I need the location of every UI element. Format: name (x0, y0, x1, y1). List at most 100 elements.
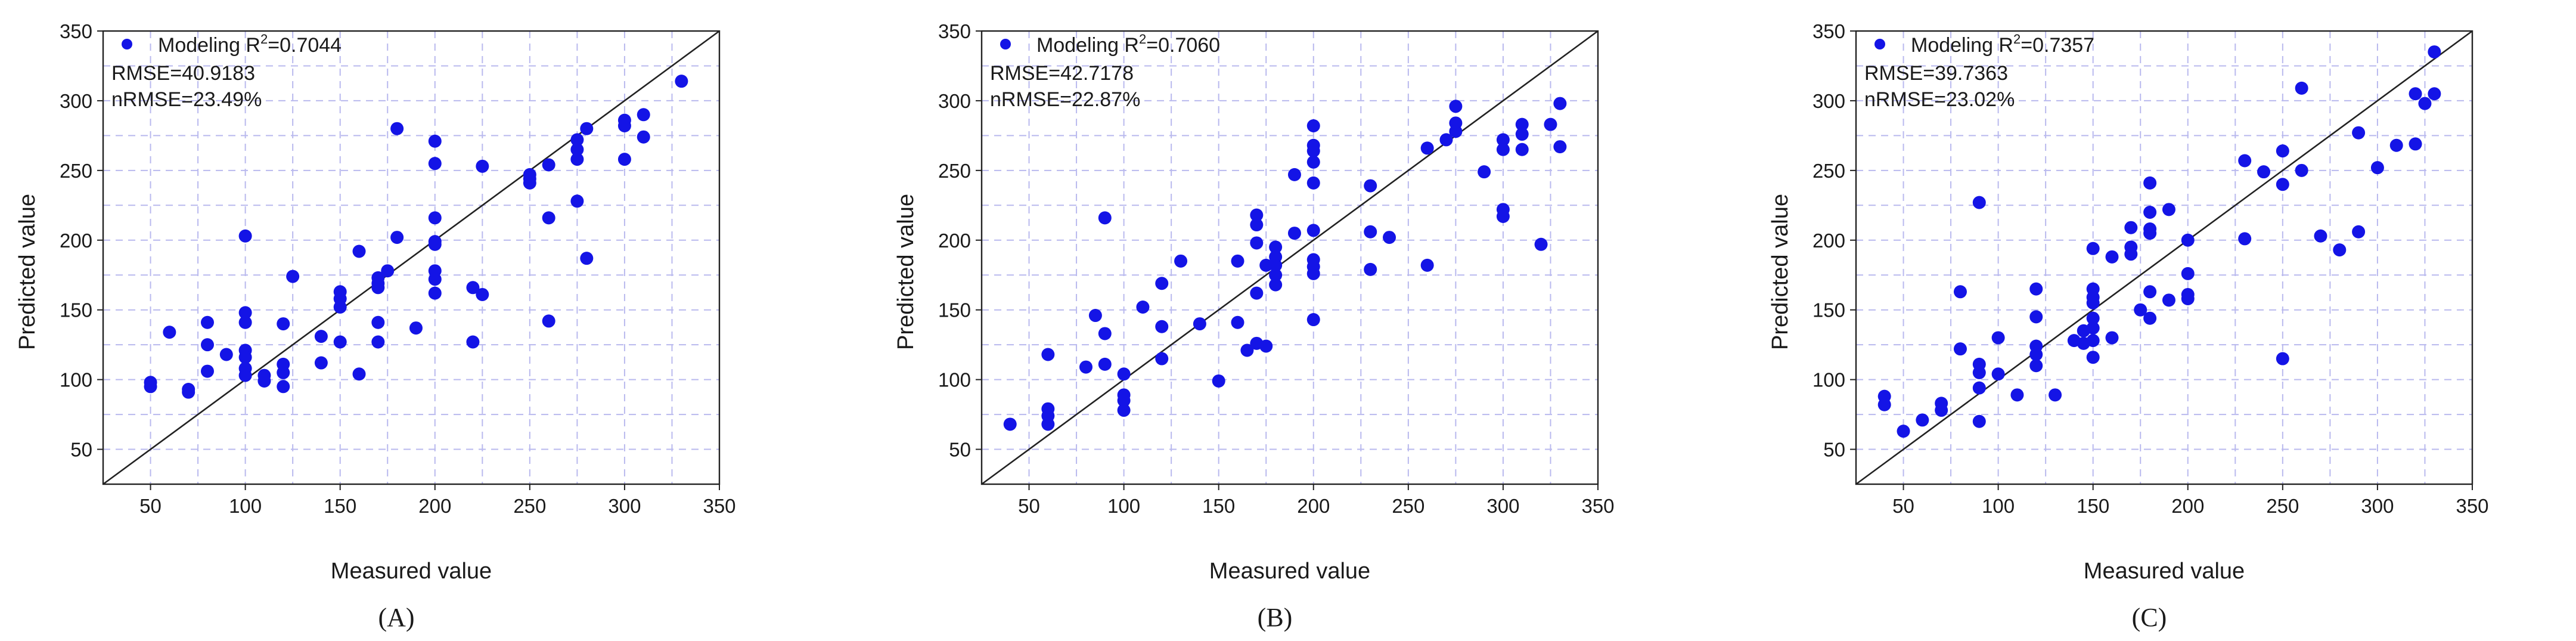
data-point (1231, 315, 1244, 329)
legend-label: Modeling R2=0.7357 (1911, 32, 2094, 57)
data-point (1306, 313, 1320, 327)
data-point (238, 351, 252, 364)
data-point (352, 244, 366, 258)
data-point (2086, 241, 2100, 255)
data-point (1287, 227, 1301, 240)
data-point (1155, 352, 1169, 366)
legend-r2-value: =0.7044 (268, 34, 342, 57)
y-tick-label: 50 (949, 439, 971, 461)
y-tick-label: 300 (938, 90, 971, 112)
data-points (1877, 45, 2441, 438)
x-tick-label: 200 (2171, 495, 2204, 517)
legend-label-text: Modeling R (158, 34, 260, 57)
data-point (1383, 231, 1396, 244)
data-point (371, 271, 385, 284)
data-point (314, 330, 328, 343)
data-point (2105, 250, 2119, 264)
x-tick-label: 100 (1107, 495, 1140, 517)
x-axis-label: Measured value (1209, 559, 1370, 584)
plot-frame (980, 30, 1599, 485)
y-tick-label: 350 (1812, 20, 1845, 42)
data-point (2010, 388, 2024, 402)
data-point (2257, 165, 2271, 179)
data-point (476, 159, 489, 173)
y-tick-label: 250 (1812, 160, 1845, 182)
data-point (1877, 398, 1891, 411)
legend-label: Modeling R2=0.7060 (1036, 32, 1220, 57)
data-point (428, 272, 442, 286)
data-point (1250, 286, 1264, 300)
data-point (238, 315, 252, 329)
data-point (1250, 236, 1264, 250)
data-point (2162, 293, 2175, 307)
data-point (277, 357, 290, 371)
data-point (2143, 206, 2157, 219)
data-point (2276, 352, 2289, 366)
scatter-panel-c: 50 100 150 200 250 300 350 50 100 150 200 250 300 350… (1768, 20, 2489, 632)
data-point (371, 315, 385, 329)
legend-label-text: Modeling R (1036, 34, 1139, 57)
data-point (2370, 161, 2384, 175)
axis-ticks: 50 100 150 200 250 300 350 50 100 150 200 250 300 350 (1812, 20, 2489, 517)
data-point (1449, 125, 1463, 138)
data-point (1544, 117, 1557, 131)
data-point (2389, 138, 2403, 152)
data-point (476, 287, 489, 301)
y-tick-label: 150 (1812, 299, 1845, 321)
data-point (2352, 225, 2366, 239)
data-point (1306, 119, 1320, 133)
data-point (1306, 144, 1320, 158)
data-point (238, 306, 252, 320)
data-point (1420, 258, 1434, 272)
nrmse-text: nRMSE=23.02% (1864, 88, 2015, 111)
x-tick-label: 100 (229, 495, 262, 517)
y-tick-label: 50 (1823, 439, 1845, 461)
data-point (570, 153, 584, 166)
data-point (1098, 357, 1112, 371)
data-point (1117, 394, 1131, 407)
data-point (1439, 133, 1453, 147)
data-point (1991, 331, 2005, 345)
data-point (523, 176, 536, 190)
data-point (1515, 143, 1529, 156)
data-point (381, 264, 395, 278)
data-point (200, 315, 214, 329)
data-point (2295, 163, 2308, 177)
legend-label: Modeling R2=0.7044 (158, 32, 342, 57)
y-tick-label: 300 (60, 90, 92, 112)
data-point (2276, 178, 2289, 191)
data-point (163, 326, 176, 339)
x-tick-label: 50 (1018, 495, 1040, 517)
panel-caption: (B) (1258, 603, 1293, 632)
data-point (428, 211, 442, 225)
data-point (1534, 237, 1548, 251)
x-tick-label: 200 (418, 495, 451, 517)
data-point (2086, 334, 2100, 348)
one-to-one-line (1855, 30, 2473, 485)
y-tick-label: 200 (938, 230, 971, 252)
data-point (542, 158, 555, 172)
legend-r2-value: =0.7357 (2021, 34, 2094, 57)
one-to-one-line (103, 30, 720, 485)
scatter-panel-a: 50 100 150 200 250 300 350 50 100 150 200 250 300 350… (15, 20, 736, 632)
legend: Modeling R2=0.7060 RMSE=42.7178 nRMSE=22… (990, 32, 1220, 111)
plot-frame (102, 30, 721, 485)
x-tick-label: 150 (324, 495, 356, 517)
data-point (428, 134, 442, 148)
grid-lines (1856, 31, 2472, 484)
data-point (1306, 176, 1320, 190)
legend-marker (1874, 39, 1885, 49)
data-point (570, 143, 584, 156)
data-point (238, 229, 252, 243)
x-axis-label: Measured value (2084, 559, 2245, 584)
data-point (2409, 137, 2422, 151)
data-point (277, 317, 290, 331)
legend-superscript: 2 (1139, 32, 1146, 47)
data-point (1935, 397, 1948, 410)
x-tick-label: 200 (1297, 495, 1330, 517)
legend: Modeling R2=0.7357 RMSE=39.7363 nRMSE=23… (1864, 32, 2094, 111)
data-point (333, 335, 347, 349)
data-point (182, 382, 195, 396)
data-point (1364, 179, 1377, 193)
